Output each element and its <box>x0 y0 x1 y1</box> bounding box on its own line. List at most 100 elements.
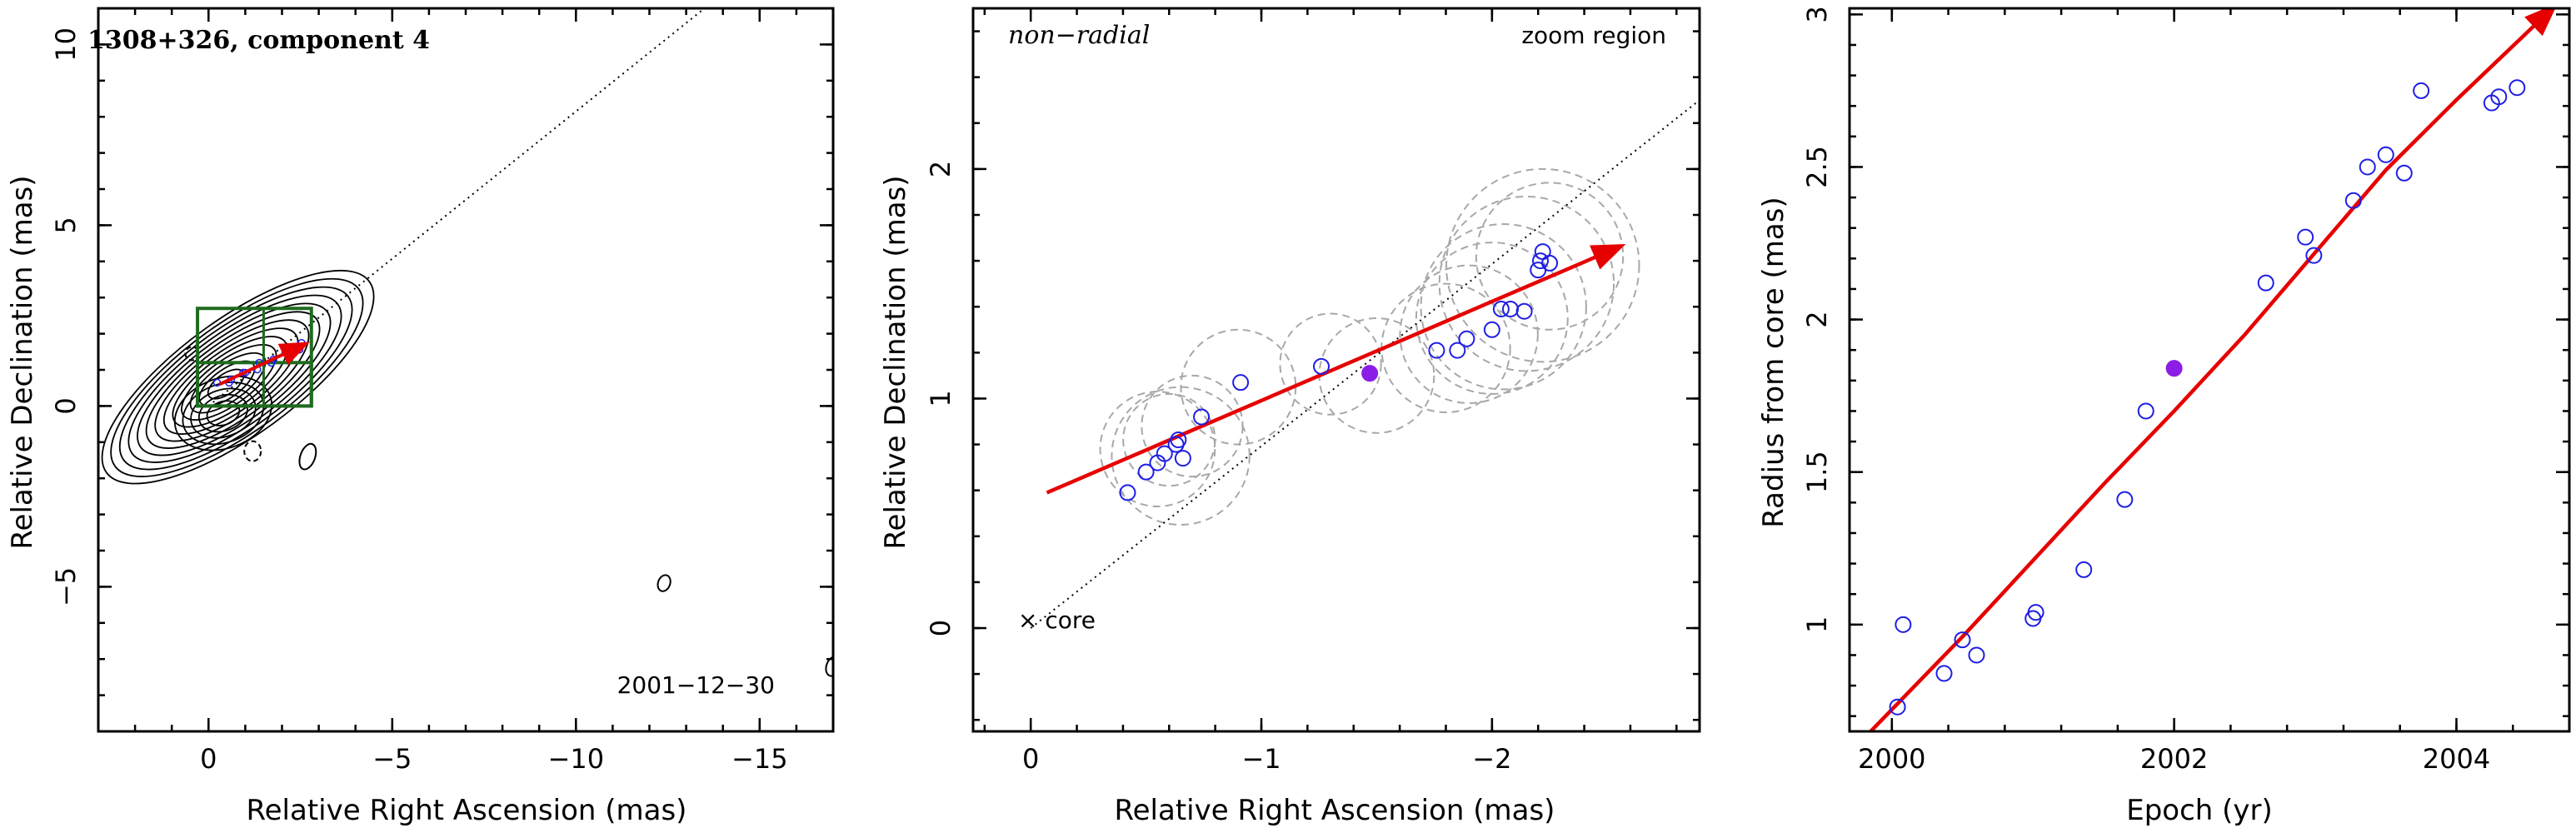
p2-xtick-label: −1 <box>1241 743 1281 775</box>
panel2-dashed-circle <box>1279 312 1382 416</box>
panel1-contour-lobe <box>173 375 273 451</box>
panel-radius-vs-epoch: Epoch (yr) Radius from core (mas) 2000 20… <box>1757 6 2571 827</box>
panel1-dotted-line <box>207 8 706 407</box>
panel2-dotted-line <box>1030 99 1700 629</box>
panel3-arrow-curve <box>1869 8 2559 731</box>
panel3-xlabel: Epoch (yr) <box>2126 794 2273 827</box>
panel3-point <box>1954 631 1971 649</box>
panel2-dashed-circle <box>1415 242 1569 395</box>
panel2-ylabel: Relative Declination (mas) <box>879 175 912 549</box>
panel1-arrow <box>218 342 311 387</box>
panel1-dashed-contour <box>243 440 262 462</box>
panel3-point <box>2344 192 2362 209</box>
panel3-ylabel: Radius from core (mas) <box>1757 197 1790 527</box>
panel3-point <box>1968 646 1985 664</box>
p2-ytick-label: 0 <box>925 620 956 636</box>
panel3-point <box>2137 402 2154 420</box>
p1-xtick-label: 0 <box>200 743 217 775</box>
panel2-point <box>1170 431 1187 449</box>
panel1-isolated-contour <box>298 442 317 471</box>
p3-ytick-label: 1 <box>1801 616 1833 633</box>
panel3-point <box>2075 561 2093 578</box>
panel2-point <box>1119 484 1136 501</box>
panel-contour-map: 1308+326, component 4 2001−12−30 Relativ… <box>6 7 835 827</box>
panel1-contour <box>154 319 310 442</box>
panel2-point <box>1483 321 1500 338</box>
panel2-corner-label: zoom region <box>1521 22 1666 49</box>
panel2-arrow <box>1046 244 1626 495</box>
panel3-point <box>2377 146 2394 163</box>
panel2-filled-point <box>1361 365 1379 382</box>
panel1-contour-lobe <box>182 382 265 446</box>
p2-xtick-label: −2 <box>1472 743 1511 775</box>
panel2-point <box>1541 254 1559 272</box>
p1-ytick-label: 0 <box>50 397 82 414</box>
panel2-dashed-circle <box>1445 167 1640 363</box>
panel1-xlabel: Relative Right Ascension (mas) <box>247 794 687 827</box>
p1-ytick-label: −5 <box>50 567 82 606</box>
p1-ytick-label: 10 <box>50 27 82 62</box>
p3-ytick-label: 1.5 <box>1801 451 1833 493</box>
panel2-point <box>1313 357 1330 375</box>
panel2-point <box>1174 450 1191 467</box>
panel2-point <box>1428 342 1445 359</box>
panel2-core-label: × core <box>1018 606 1096 634</box>
panel1-contour <box>101 269 375 485</box>
panel3-point <box>2297 228 2314 246</box>
p2-ytick-label: 1 <box>925 390 956 407</box>
panel2-point <box>1531 252 1549 270</box>
panel2-dashed-circle <box>1099 391 1216 507</box>
panel1-title: 1308+326, component 4 <box>87 26 430 55</box>
p3-xtick-label: 2004 <box>2423 743 2490 775</box>
panel2-point <box>1502 300 1520 317</box>
panel2-dashed-circle <box>1420 223 1587 391</box>
p3-xtick-label: 2000 <box>1858 743 1925 775</box>
panel2-point <box>1449 342 1466 359</box>
p1-xtick-label: −5 <box>372 743 412 775</box>
panel1-plot-area <box>101 8 833 677</box>
p1-ytick-label: 5 <box>50 217 82 233</box>
p1-frame <box>97 7 835 733</box>
panel2-point <box>1232 374 1250 392</box>
p3-ytick-label: 2 <box>1801 311 1833 327</box>
panel2-dashed-circle <box>1111 386 1251 526</box>
panel3-point <box>2257 274 2274 292</box>
panel3-point <box>2395 164 2413 182</box>
panel2-dashed-circle <box>1399 264 1539 404</box>
panel2-point <box>1492 300 1510 317</box>
panel2-point <box>1137 463 1155 481</box>
panel2-title: non−radial <box>1008 21 1150 50</box>
panel3-point <box>2509 79 2526 97</box>
panel3-point <box>2359 158 2376 176</box>
panel1-ylabel: Relative Declination (mas) <box>6 175 39 549</box>
panel1-zoom-box-inner <box>196 361 313 408</box>
p1-xtick-label: −10 <box>548 743 605 775</box>
panel1-isolated-contour <box>656 574 671 592</box>
panel3-plot-area <box>1869 8 2559 731</box>
p3-ytick-label: 2.5 <box>1801 146 1833 188</box>
panel2-point <box>1156 445 1173 462</box>
panel3-point <box>2413 82 2430 99</box>
panel2-point <box>1534 243 1551 261</box>
panel3-point <box>2490 88 2508 106</box>
panel2-point <box>1515 302 1533 320</box>
panel3-filled-point <box>2165 360 2183 377</box>
panel2-point <box>1530 262 1547 279</box>
p1-xtick-label: −15 <box>731 743 788 775</box>
p2-xtick-label: 0 <box>1022 743 1039 775</box>
panel3-point <box>2305 247 2323 264</box>
p3-frame <box>1848 7 2571 733</box>
panel-zoom-region: non−radial zoom region × core Relative R… <box>879 7 1701 827</box>
panel3-point <box>2116 491 2134 508</box>
panel2-point <box>1193 408 1211 426</box>
panel1-contour <box>110 277 364 477</box>
p2-frame <box>971 7 1701 733</box>
p3-xtick-label: 2002 <box>2140 743 2208 775</box>
p3-ytick-label: 3 <box>1801 6 1833 22</box>
panel2-dashed-circle <box>1438 195 1615 372</box>
panel3-point <box>1895 616 1912 633</box>
panel2-plot-area <box>1030 99 1700 629</box>
panel1-isolated-contour <box>825 656 833 677</box>
panel3-point <box>2027 604 2044 621</box>
